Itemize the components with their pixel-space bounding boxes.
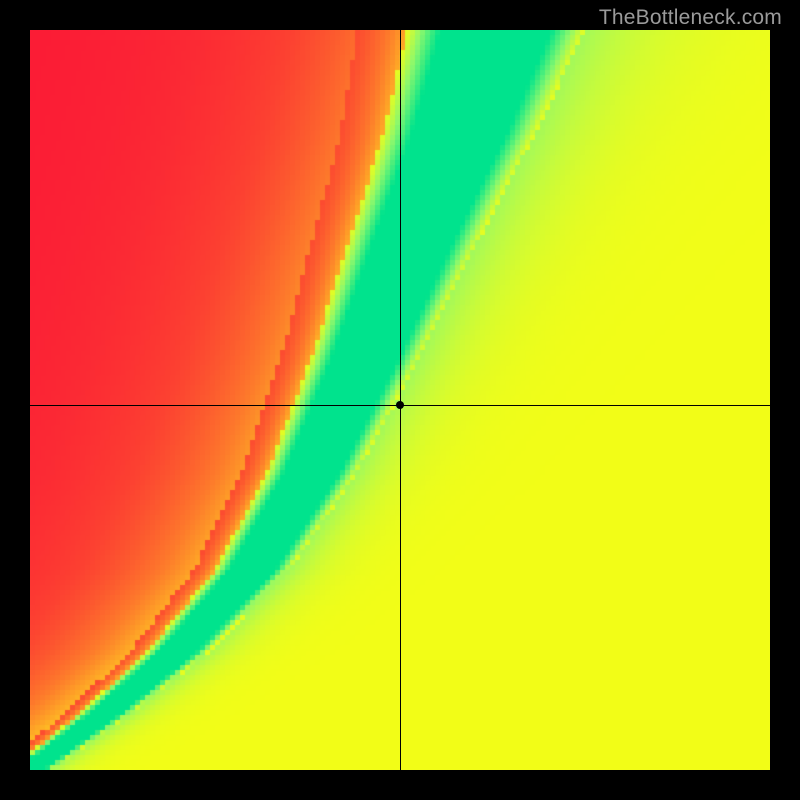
chart-container: TheBottleneck.com [0,0,800,800]
crosshair-vertical [400,30,401,770]
watermark-text: TheBottleneck.com [599,6,782,30]
crosshair-dot [396,401,404,409]
